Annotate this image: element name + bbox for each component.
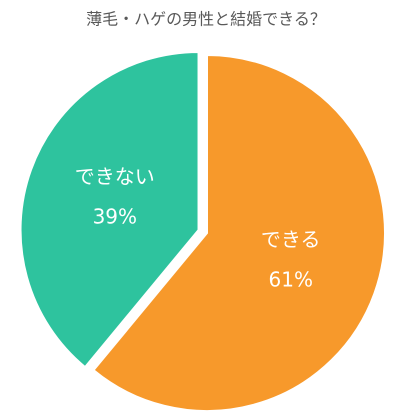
chart-title: 薄毛・ハゲの男性と結婚できる？ bbox=[86, 10, 326, 29]
pie-slice bbox=[19, 50, 200, 369]
slice-value-label: 39% bbox=[93, 204, 137, 228]
slice-category: できない bbox=[75, 164, 155, 188]
slice-value-label: 61% bbox=[269, 268, 313, 292]
slice-category: できる bbox=[261, 228, 321, 252]
pie-slice bbox=[92, 53, 386, 412]
